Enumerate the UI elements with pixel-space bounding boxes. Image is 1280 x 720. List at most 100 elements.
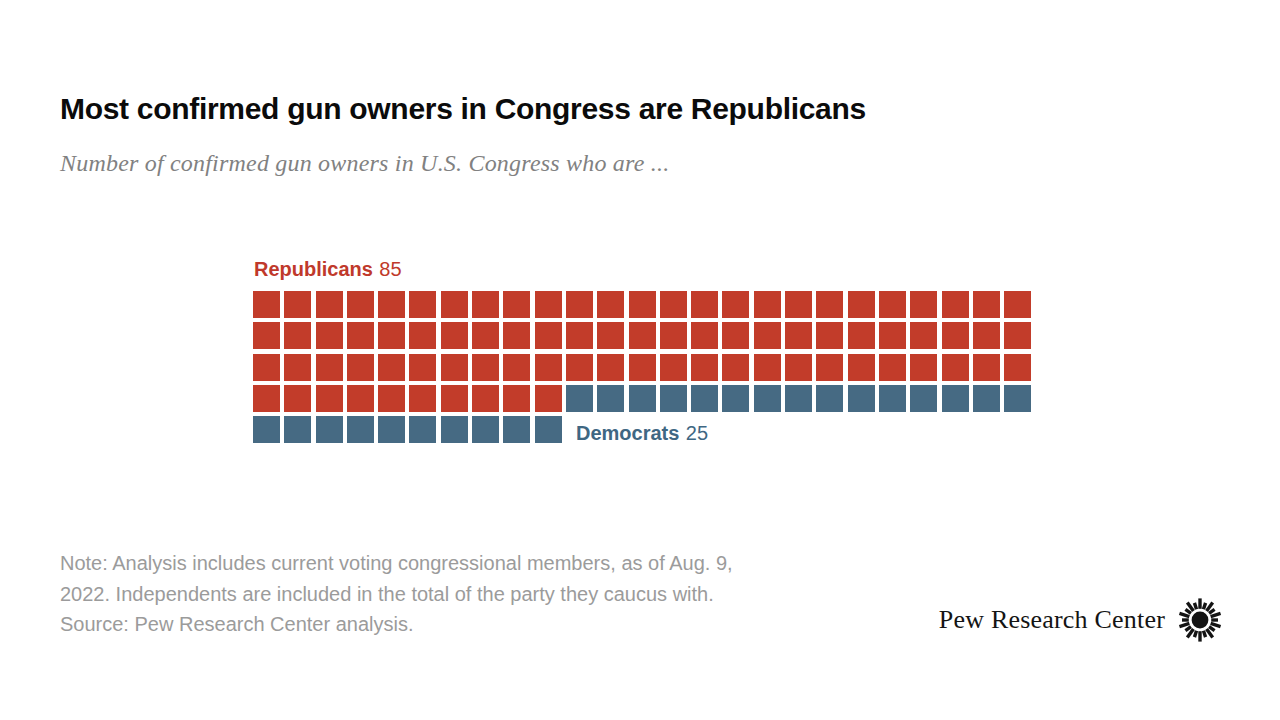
waffle-square-republicans — [816, 354, 843, 381]
waffle-square-republicans — [347, 291, 374, 318]
republicans-label-value: 85 — [379, 258, 401, 280]
waffle-square-democrats — [316, 416, 343, 443]
waffle-square-democrats — [284, 416, 311, 443]
waffle-square-republicans — [973, 322, 1000, 349]
chart-subtitle: Number of confirmed gun owners in U.S. C… — [60, 150, 669, 177]
waffle-square-republicans — [284, 354, 311, 381]
waffle-square-republicans — [722, 291, 749, 318]
waffle-square-republicans — [378, 385, 405, 412]
waffle-square-republicans — [284, 385, 311, 412]
waffle-square-republicans — [597, 354, 624, 381]
waffle-square-republicans — [316, 354, 343, 381]
waffle-square-democrats — [910, 385, 937, 412]
waffle-square-republicans — [942, 291, 969, 318]
waffle-square-republicans — [754, 291, 781, 318]
democrats-label-name: Democrats — [576, 422, 679, 444]
brand: Pew Research Center — [939, 598, 1222, 642]
waffle-square-democrats — [597, 385, 624, 412]
waffle-square-democrats — [973, 385, 1000, 412]
note-line: Note: Analysis includes current voting c… — [60, 548, 733, 579]
waffle-square-republicans — [754, 322, 781, 349]
waffle-square-republicans — [253, 385, 280, 412]
waffle-square-republicans — [910, 354, 937, 381]
waffle-square-democrats — [848, 385, 875, 412]
waffle-square-republicans — [472, 354, 499, 381]
waffle-square-democrats — [503, 416, 530, 443]
waffle-square-republicans — [347, 322, 374, 349]
waffle-square-republicans — [597, 291, 624, 318]
waffle-square-republicans — [503, 354, 530, 381]
waffle-square-democrats — [253, 416, 280, 443]
waffle-square-republicans — [1004, 291, 1031, 318]
waffle-square-republicans — [409, 385, 436, 412]
waffle-square-republicans — [441, 385, 468, 412]
waffle-square-democrats — [785, 385, 812, 412]
waffle-square-republicans — [754, 354, 781, 381]
waffle-square-democrats — [879, 385, 906, 412]
note-line: Source: Pew Research Center analysis. — [60, 609, 733, 640]
waffle-square-republicans — [660, 322, 687, 349]
waffle-square-republicans — [816, 322, 843, 349]
waffle-square-republicans — [691, 322, 718, 349]
waffle-square-republicans — [316, 322, 343, 349]
pew-starburst-icon — [1178, 598, 1222, 642]
waffle-square-republicans — [253, 291, 280, 318]
waffle-square-republicans — [284, 291, 311, 318]
waffle-chart — [253, 291, 1031, 443]
waffle-square-republicans — [848, 322, 875, 349]
waffle-square-republicans — [472, 322, 499, 349]
waffle-square-democrats — [472, 416, 499, 443]
waffle-square-republicans — [566, 322, 593, 349]
waffle-square-republicans — [316, 291, 343, 318]
waffle-square-democrats — [942, 385, 969, 412]
waffle-square-democrats — [754, 385, 781, 412]
waffle-square-republicans — [973, 291, 1000, 318]
note-text: Note: Analysis includes current voting c… — [60, 548, 733, 640]
waffle-square-republicans — [816, 291, 843, 318]
waffle-square-democrats — [441, 416, 468, 443]
republicans-label-name: Republicans — [254, 258, 373, 280]
waffle-square-republicans — [503, 291, 530, 318]
waffle-square-republicans — [253, 354, 280, 381]
brand-wordmark: Pew Research Center — [939, 605, 1165, 635]
waffle-square-democrats — [566, 385, 593, 412]
waffle-square-republicans — [597, 322, 624, 349]
democrats-label: Democrats 25 — [576, 422, 708, 445]
waffle-square-democrats — [722, 385, 749, 412]
waffle-square-republicans — [472, 291, 499, 318]
waffle-square-democrats — [535, 416, 562, 443]
waffle-square-republicans — [629, 322, 656, 349]
waffle-square-republicans — [1004, 322, 1031, 349]
waffle-square-republicans — [347, 385, 374, 412]
waffle-square-republicans — [910, 291, 937, 318]
waffle-square-democrats — [378, 416, 405, 443]
chart-title: Most confirmed gun owners in Congress ar… — [60, 92, 866, 126]
waffle-square-republicans — [1004, 354, 1031, 381]
waffle-square-republicans — [253, 322, 280, 349]
democrats-label-value: 25 — [686, 422, 708, 444]
waffle-square-republicans — [284, 322, 311, 349]
waffle-square-republicans — [409, 354, 436, 381]
waffle-square-republicans — [441, 291, 468, 318]
waffle-square-republicans — [660, 291, 687, 318]
waffle-square-republicans — [409, 322, 436, 349]
waffle-square-republicans — [879, 291, 906, 318]
waffle-square-republicans — [848, 354, 875, 381]
waffle-square-republicans — [879, 322, 906, 349]
waffle-square-democrats — [629, 385, 656, 412]
waffle-square-republicans — [973, 354, 1000, 381]
waffle-square-republicans — [691, 291, 718, 318]
waffle-square-republicans — [378, 354, 405, 381]
waffle-square-republicans — [722, 322, 749, 349]
waffle-square-republicans — [722, 354, 749, 381]
note-line: 2022. Independents are included in the t… — [60, 579, 733, 610]
waffle-square-republicans — [942, 322, 969, 349]
waffle-square-republicans — [785, 291, 812, 318]
waffle-square-republicans — [848, 291, 875, 318]
waffle-square-democrats — [347, 416, 374, 443]
republicans-label: Republicans 85 — [254, 258, 402, 281]
waffle-square-democrats — [1004, 385, 1031, 412]
waffle-square-republicans — [378, 322, 405, 349]
waffle-square-democrats — [816, 385, 843, 412]
waffle-square-republicans — [566, 291, 593, 318]
